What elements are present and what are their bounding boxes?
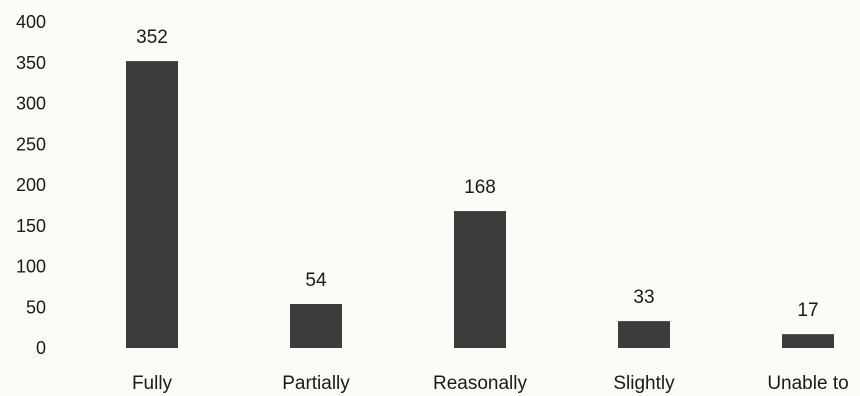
y-tick-label: 50 — [26, 297, 46, 317]
bar-reasonally — [454, 211, 506, 348]
bar-partially — [290, 303, 342, 348]
data-label: 17 — [797, 300, 818, 321]
y-tick-label: 400 — [16, 12, 46, 32]
y-tick-label: 0 — [36, 338, 46, 358]
bars — [126, 61, 834, 349]
y-tick-label: 250 — [16, 134, 46, 154]
x-category-label: Partially — [282, 373, 350, 394]
bar-unable-to — [782, 334, 834, 348]
data-label: 352 — [136, 27, 168, 48]
y-tick-label: 350 — [16, 53, 46, 73]
y-tick-label: 100 — [16, 257, 46, 277]
y-tick-label: 200 — [16, 175, 46, 195]
data-label: 33 — [633, 287, 654, 308]
y-tick-label: 300 — [16, 94, 46, 114]
x-category-label: Fully — [132, 373, 173, 394]
y-axis: 0 50 100 150 200 250 300 350 400 — [16, 12, 46, 358]
data-label: 168 — [464, 177, 496, 198]
x-category-label: Unable to — [767, 373, 848, 394]
x-category-label: Slightly — [613, 373, 675, 394]
data-label: 54 — [305, 270, 327, 291]
bar-slightly — [618, 321, 670, 348]
x-axis: Fully Partially Reasonally Slightly Unable t… — [132, 373, 849, 394]
bar-fully — [126, 61, 178, 349]
x-category-label: Reasonally — [433, 373, 527, 394]
y-tick-label: 150 — [16, 216, 46, 236]
data-labels: 352 54 168 33 17 — [136, 27, 818, 321]
